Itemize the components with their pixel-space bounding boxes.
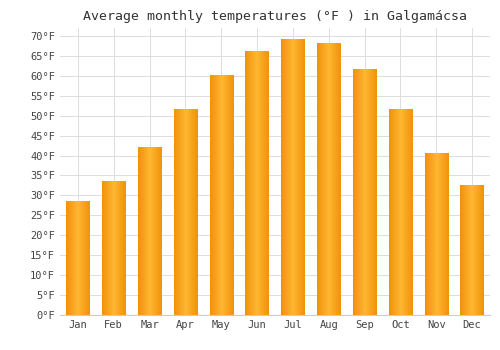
Title: Average monthly temperatures (°F ) in Galgamácsa: Average monthly temperatures (°F ) in Ga…: [83, 10, 467, 23]
